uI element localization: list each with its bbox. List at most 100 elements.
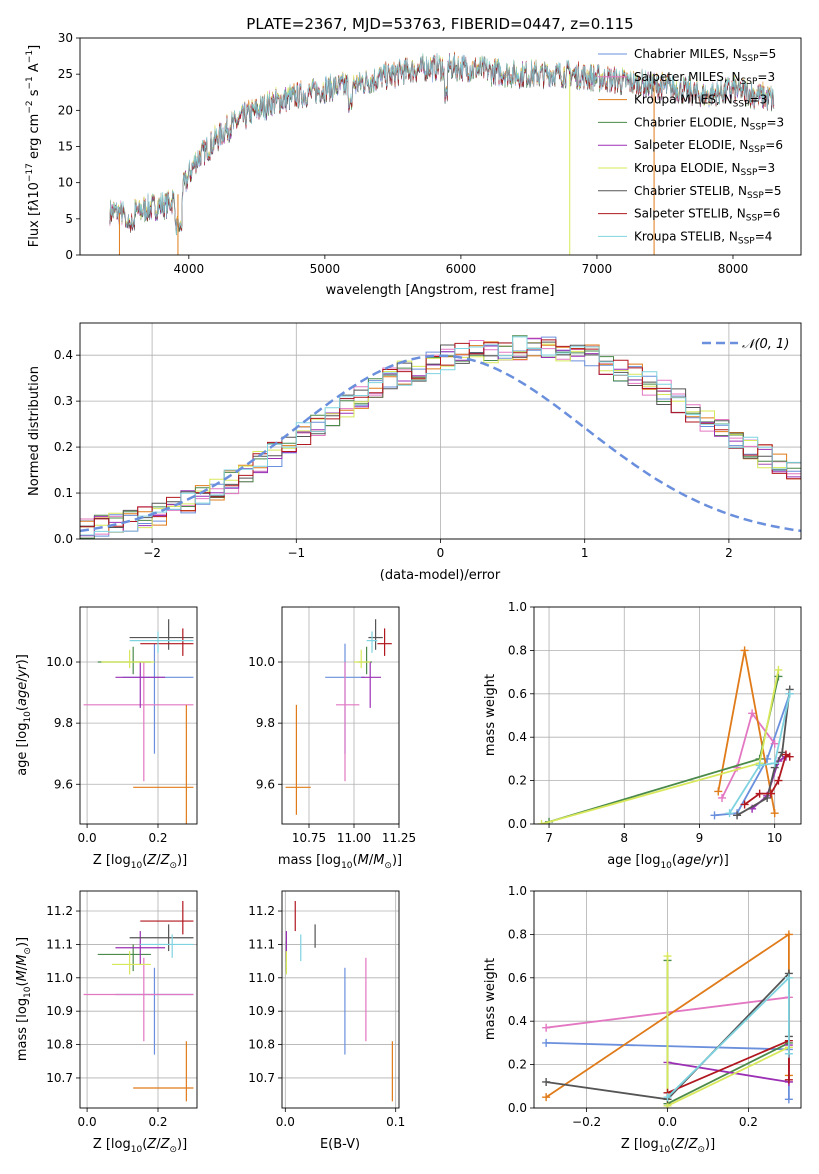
axes-frame-6 [79,890,198,1109]
x-tick-label: 0.0 [78,1115,97,1129]
x-tick-label: 8 [620,831,628,845]
p6-xlabel: Z [log10(Z/Z⊙)] [93,1137,187,1155]
massweight-line [714,693,791,817]
y-tick-label: 1.0 [508,884,527,898]
x-tick-label: −2 [143,546,161,560]
massweight-marker [755,789,764,798]
x-tick-label: 0 [437,546,445,560]
y-tick-label: 9.8 [256,716,275,730]
axes-8: −0.2 0.0 0.2 0.0 0.2 0.4 0.6 0.8 1.0 [508,884,801,1129]
massweight-marker [714,787,723,796]
x-tick-label: −1 [287,546,305,560]
axes-6: 0.0 0.2 10.7 10.8 10.9 11.0 11.1 11.2 [46,891,197,1129]
massweight-line [728,693,791,814]
y-tick-label: 0.2 [508,1058,527,1072]
residual-xlabel: (data-model)/error [380,568,501,583]
x-tick-label: 0.2 [148,831,167,845]
y-tick-label: 0.4 [508,730,527,744]
y-tick-label: 1.0 [508,600,527,614]
histogram-group [80,335,801,539]
y-tick-label: 0.6 [508,687,527,701]
spectrum-line [109,52,775,235]
plot-marks: 4000 5000 6000 7000 8000051015202530Chabrier… [46,31,802,1129]
errorbar-group [285,901,393,1102]
axes-frame-5 [533,606,802,825]
axes-7: 0.0 0.1 10.7 10.8 10.9 11.0 11.1 11.2 [248,891,405,1129]
x-tick-label: 0.2 [739,1115,758,1129]
x-tick-label: 0.2 [148,1115,167,1129]
axes-frame-3 [79,606,198,825]
residual-ylabel: Normed distribution [27,366,42,496]
p4-xlabel: mass [log10(M/M⊙)] [278,853,402,871]
massweight-line [666,956,790,1108]
x-tick-label: −0.2 [572,1115,601,1129]
y-tick-label: 10 [58,176,73,190]
x-tick-label: 10 [767,831,782,845]
p5-ylabel: mass weight [483,674,498,756]
x-tick-label: 1 [581,546,589,560]
massweight-marker [542,1077,551,1086]
axes-frame-1 [79,37,802,256]
x-tick-label: 11.00 [337,831,371,845]
y-tick-label: 11.2 [46,904,73,918]
massweight-line [666,960,790,1106]
legend-label: Salpeter ELODIE, NSSP=6 [634,138,783,155]
massweight-marker [784,1075,793,1084]
massweight-marker [740,646,749,655]
y-tick-label: 0.1 [54,486,73,500]
spectrum-title: PLATE=2367, MJD=53763, FIBERID=0447, z=0… [246,15,633,33]
y-tick-label: 11.2 [248,904,275,918]
y-tick-label: 0.8 [508,927,527,941]
massweight-group [537,646,794,824]
y-tick-label: 0.3 [54,394,73,408]
spectrum-xlabel: wavelength [Angstrom, rest frame] [326,283,555,298]
p3-xlabel: Z [log10(Z/Z⊙)] [93,853,187,871]
residual-panel: (data-model)/error Normed distribution [27,366,501,583]
massweight-marker [725,809,734,818]
legend-label: Chabrier ELODIE, NSSP=3 [634,115,784,132]
spectrum-lines [109,51,775,255]
legend-label: Salpeter STELIB, NSSP=6 [634,207,780,224]
x-tick-label: 10.75 [292,831,326,845]
massweight-marker [784,973,793,982]
axes-frame-8 [533,890,802,1109]
massweight-line [721,711,776,799]
legend-label: Kroupa MILES, NSSP=3 [634,93,767,110]
y-tick-label: 11.0 [248,971,275,985]
x-tick-label: 0.1 [386,1115,405,1129]
massweight-marker [710,811,719,820]
legend-label: Chabrier MILES, NSSP=5 [634,47,776,64]
y-tick-label: 25 [58,67,73,81]
x-tick-label: 7 [545,831,553,845]
x-tick-label: 11.25 [382,831,416,845]
spectrum-ylabel: Flux [fλ10−17 erg cm−2 s−1 A−1] [25,45,42,247]
p8-xlabel: Z [log10(Z/Z⊙)] [621,1137,715,1155]
massweight-marker [755,761,764,770]
x-tick-label: 5000 [310,262,341,276]
spectrum-panel: PLATE=2367, MJD=53763, FIBERID=0447, z=0… [25,15,634,298]
y-tick-label: 0.0 [508,1101,527,1115]
y-tick-label: 0.0 [508,817,527,831]
massweight-marker [542,1093,551,1102]
errorbar-group [285,619,392,815]
x-tick-label: 7000 [582,262,613,276]
y-tick-label: 10.8 [248,1038,275,1052]
axes-frame-2 [79,322,802,540]
axes-3: 0.0 0.2 9.6 9.8 10.0 [46,607,197,845]
y-tick-label: 10.9 [46,1004,73,1018]
massweight-marker [784,1095,793,1104]
gaussian-legend-label: 𝒩(0, 1) [742,337,789,352]
massweight-marker [763,793,772,802]
x-tick-label: 2 [725,546,733,560]
spectrum-legend: Chabrier MILES, NSSP=5 Salpeter MILES, NS… [598,47,784,246]
y-tick-label: 0.2 [508,774,527,788]
y-tick-label: 11.0 [46,971,73,985]
axes-frame-7 [281,890,400,1109]
y-tick-label: 10.0 [46,655,73,669]
y-tick-label: 20 [58,103,73,117]
axes-4: 10.75 11.00 11.25 9.6 9.8 10.0 [248,607,416,845]
x-tick-label: 0.0 [78,831,97,845]
y-tick-label: 0.8 [508,643,527,657]
